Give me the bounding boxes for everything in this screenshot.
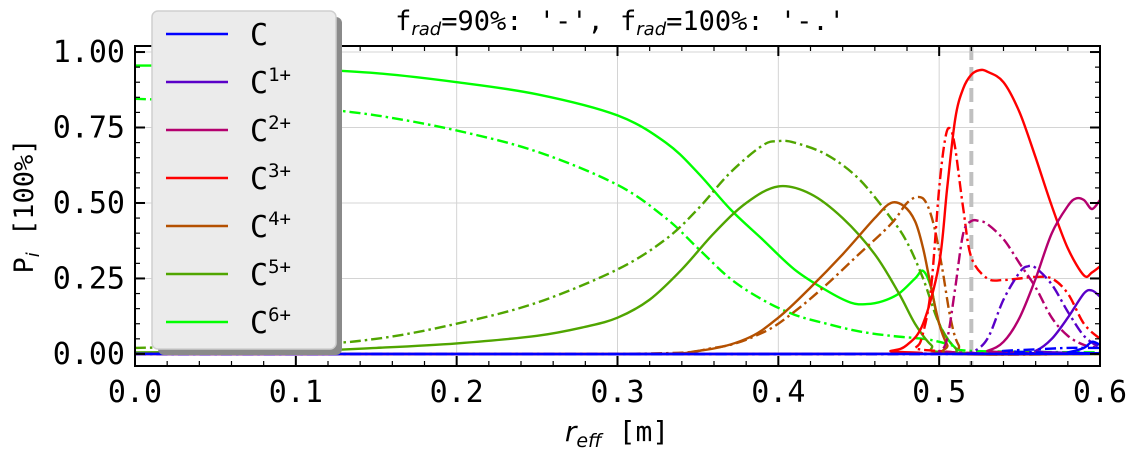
title-f2: f (620, 6, 636, 37)
title-f2-rest: =100%: '-.' (666, 6, 845, 37)
series-line-5 (135, 195, 1100, 356)
legend-label-sup: 5+ (268, 256, 291, 278)
x-tick-label: 0.0 (108, 375, 162, 410)
title-f1-sub: rad (411, 19, 441, 40)
y-tick-label: 1.00 (53, 35, 125, 70)
series-line-13 (135, 346, 1100, 356)
legend-label-sup: 6+ (268, 304, 291, 326)
legend-label: C5+ (250, 256, 291, 293)
legend-label-base: C (250, 114, 268, 149)
y-axis-label: Pi [100%] (9, 138, 44, 273)
y-tick-label: 0.75 (53, 111, 125, 146)
legend-entries: CC1+C2+C3+C4+C5+C6+ (166, 18, 291, 341)
x-tick-label: 0.6 (1073, 375, 1127, 410)
chart-title: frad=90%: '-', frad=100%: '-.' (395, 6, 845, 40)
legend-label: C2+ (250, 112, 291, 149)
tick-labels: 0.0 0.1 0.2 0.3 0.4 0.5 0.6 0.00 0.25 0.50 0.75 1.0… (53, 35, 1127, 410)
legend-label-sup: 2+ (268, 112, 291, 134)
series-line-9 (135, 218, 1100, 356)
xlabel-unit: [m] (602, 415, 669, 448)
y-tick-label: 0.25 (53, 261, 125, 296)
x-tick-label: 0.2 (430, 375, 484, 410)
ylabel-unit: [100%] (9, 138, 40, 252)
ylabel-main: P (9, 257, 40, 273)
x-tick-label: 0.3 (590, 375, 644, 410)
series-layer (135, 64, 1100, 356)
legend-label-base: C (250, 306, 268, 341)
ylabel-sub: i (23, 252, 44, 257)
legend-label-base: C (250, 258, 268, 293)
x-tick-label: 0.5 (912, 375, 966, 410)
xlabel-sub: eff (576, 430, 604, 452)
ticks (134, 46, 1101, 366)
title-f2-sub: rad (636, 19, 666, 40)
xlabel-main: r (565, 415, 578, 448)
legend-box (151, 10, 337, 350)
x-tick-label: 0.1 (269, 375, 323, 410)
series-line-2 (135, 184, 1100, 356)
legend-label-base: C (250, 162, 268, 197)
y-tick-label: 0.00 (53, 337, 125, 372)
legend-label: C6+ (250, 304, 291, 341)
x-axis-label: reff [m] (565, 415, 669, 452)
legend-label-sup: 1+ (268, 64, 291, 86)
legend-label-base: C (250, 210, 268, 245)
title-f1: f (395, 6, 411, 37)
legend-label: C3+ (250, 160, 291, 197)
legend-label-base: C (250, 66, 268, 101)
y-tick-label: 0.50 (53, 186, 125, 221)
legend-label: C4+ (250, 208, 291, 245)
x-tick-label: 0.4 (751, 375, 805, 410)
legend-label-base: C (250, 18, 268, 53)
legend-label: C1+ (250, 64, 291, 101)
legend-label-sup: 3+ (268, 160, 291, 182)
title-f1-rest: =90%: '-', (441, 6, 620, 37)
legend-label: C (250, 18, 268, 53)
legend: CC1+C2+C3+C4+C5+C6+ (151, 10, 342, 355)
legend-label-sup: 4+ (268, 208, 291, 230)
